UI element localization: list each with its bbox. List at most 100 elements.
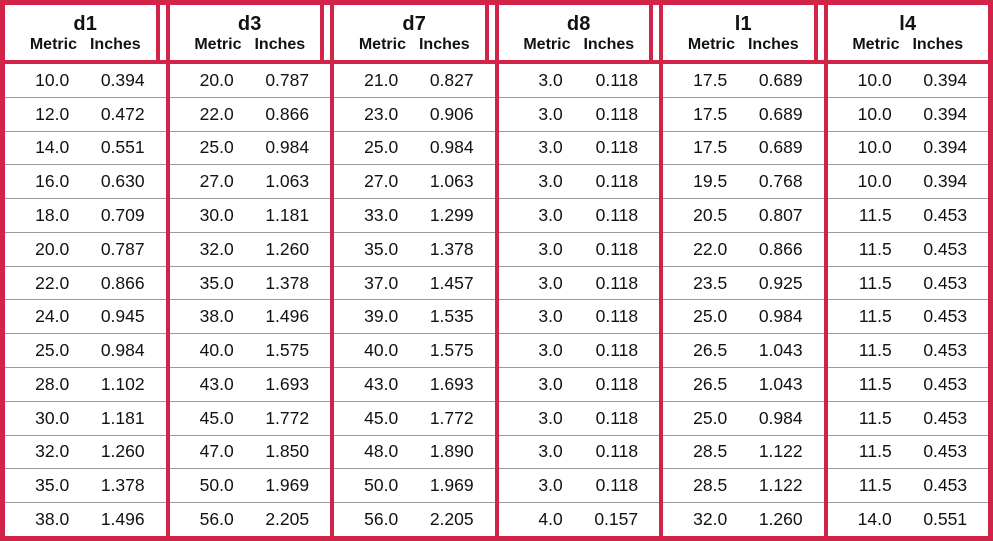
inches-value: 0.394 [923, 69, 968, 90]
metric-value: 47.0 [199, 441, 234, 462]
metric-value: 50.0 [199, 475, 234, 496]
inches-value: 1.457 [429, 272, 474, 293]
table-row: 11.5 0.453 [827, 333, 988, 367]
table-row: 11.5 0.453 [827, 367, 988, 401]
group-subheader: Metric Inches [30, 35, 141, 54]
inches-value: 0.945 [100, 306, 145, 327]
inches-value: 1.181 [100, 407, 145, 428]
inches-value: 0.551 [923, 509, 968, 530]
inches-value: 0.118 [595, 171, 639, 192]
group-title: d1 [73, 12, 98, 35]
table-row: 35.0 1.378 [334, 231, 495, 266]
table-row: 56.0 2.205 [169, 502, 330, 536]
table-row: 47.0 1.850 [169, 434, 330, 469]
metric-column-header: Metric [358, 35, 406, 53]
metric-value: 3.0 [538, 171, 563, 192]
inches-value: 1.181 [265, 205, 310, 226]
group-title: l4 [899, 12, 917, 35]
inches-value: 1.496 [100, 509, 145, 530]
metric-value: 20.0 [199, 69, 234, 90]
inches-value: 0.118 [595, 306, 639, 327]
metric-value: 17.5 [693, 103, 728, 124]
inches-value: 0.118 [595, 137, 639, 158]
table-row: 26.5 1.043 [663, 367, 824, 401]
inches-value: 0.453 [923, 238, 968, 259]
metric-value: 3.0 [538, 205, 563, 226]
metric-value: 27.0 [199, 171, 234, 192]
table-row: 43.0 1.693 [334, 367, 495, 401]
inches-value: 1.378 [100, 475, 145, 496]
group-rows: 17.5 0.689 17.5 0.689 17.5 0.689 19.5 0.… [663, 64, 824, 536]
table-row: 48.0 1.890 [334, 434, 495, 469]
table-row: 32.0 1.260 [663, 502, 824, 536]
inches-value: 2.205 [265, 509, 310, 530]
metric-value: 3.0 [538, 306, 563, 327]
inches-column-header: Inches [254, 35, 306, 53]
inches-value: 0.984 [758, 407, 803, 428]
inches-value: 0.984 [265, 137, 310, 158]
inches-value: 0.630 [100, 171, 145, 192]
metric-value: 40.0 [199, 340, 234, 361]
metric-value: 28.5 [693, 475, 728, 496]
metric-value: 56.0 [199, 509, 234, 530]
group-title: d8 [566, 12, 591, 35]
table-row: 22.0 0.866 [663, 231, 824, 266]
metric-value: 35.0 [35, 475, 70, 496]
metric-value: 11.5 [858, 306, 892, 327]
metric-value: 21.0 [364, 69, 399, 90]
metric-value: 28.0 [35, 373, 70, 394]
table-row: 17.5 0.689 [663, 130, 824, 165]
metric-value: 17.5 [693, 137, 728, 158]
inches-value: 0.689 [758, 103, 803, 124]
metric-value: 25.0 [364, 137, 399, 158]
inches-value: 0.453 [923, 441, 968, 462]
metric-value: 11.5 [858, 373, 892, 394]
metric-value: 11.5 [858, 407, 892, 428]
inches-value: 0.689 [758, 69, 803, 90]
inches-value: 0.984 [429, 137, 474, 158]
inches-column-header: Inches [89, 35, 141, 53]
group-header: d8 Metric Inches [498, 5, 659, 64]
metric-value: 22.0 [693, 238, 728, 259]
inches-value: 1.575 [429, 340, 474, 361]
group-rows: 21.0 0.827 23.0 0.906 25.0 0.984 27.0 1.… [334, 64, 495, 536]
inches-value: 0.453 [923, 340, 968, 361]
table-row: 10.0 0.394 [828, 64, 989, 97]
inches-value: 0.453 [923, 475, 968, 496]
table-row: 12.0 0.472 [5, 96, 166, 131]
inches-value: 0.118 [595, 103, 639, 124]
inches-value: 1.693 [265, 373, 310, 394]
metric-value: 11.5 [858, 272, 892, 293]
inches-value: 1.535 [429, 306, 474, 327]
column-group-l1: l1 Metric Inches 17.5 0.689 17.5 0.689 1… [663, 5, 828, 536]
metric-value: 25.0 [693, 407, 728, 428]
column-group-d8: d8 Metric Inches 3.0 0.118 3.0 0.118 3.0… [498, 5, 663, 536]
table-row: 33.0 1.299 [334, 198, 495, 232]
inches-value: 0.453 [923, 205, 968, 226]
table-row: 10.0 0.394 [827, 96, 988, 131]
group-header: l1 Metric Inches [663, 5, 824, 64]
inches-column-header: Inches [418, 35, 470, 53]
metric-value: 19.5 [693, 171, 728, 192]
metric-value: 18.0 [35, 205, 70, 226]
metric-value: 32.0 [199, 238, 234, 259]
table-row: 25.0 0.984 [663, 299, 824, 333]
table-row: 3.0 0.118 [498, 130, 659, 165]
group-subheader: Metric Inches [852, 35, 963, 54]
table-row: 45.0 1.772 [169, 400, 330, 435]
inches-value: 1.575 [265, 340, 310, 361]
metric-column-header: Metric [29, 35, 77, 53]
inches-value: 1.693 [429, 373, 474, 394]
metric-value: 38.0 [199, 306, 234, 327]
table-row: 19.5 0.768 [663, 164, 824, 198]
metric-value: 32.0 [693, 509, 728, 530]
metric-value: 30.0 [35, 407, 70, 428]
metric-value: 45.0 [364, 407, 399, 428]
metric-column-header: Metric [194, 35, 242, 53]
metric-value: 26.5 [693, 340, 728, 361]
inches-value: 0.394 [923, 171, 968, 192]
table-row: 20.5 0.807 [663, 198, 824, 232]
table-row: 45.0 1.772 [334, 400, 495, 435]
inches-value: 1.122 [758, 441, 803, 462]
table-row: 11.5 0.453 [827, 400, 988, 435]
